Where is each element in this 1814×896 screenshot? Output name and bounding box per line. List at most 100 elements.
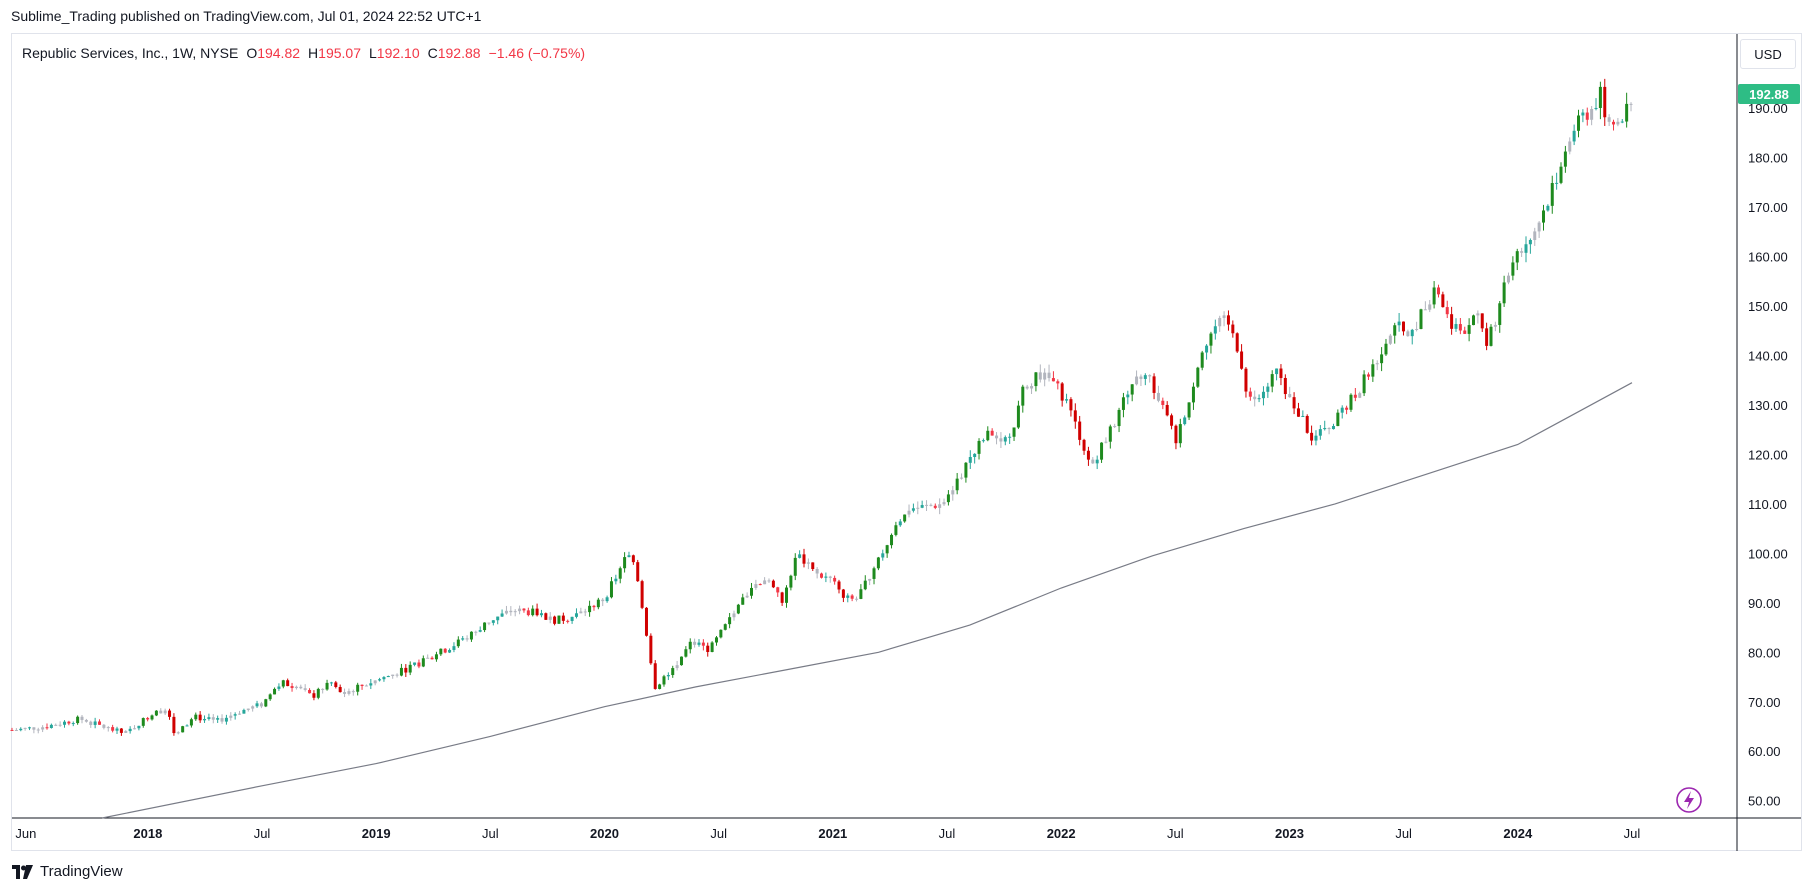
candle-body	[828, 576, 832, 578]
candle-body	[1577, 115, 1581, 131]
candle-body	[640, 581, 644, 608]
candle-body	[1467, 325, 1471, 334]
x-tick-label: Jul	[482, 826, 499, 841]
candle-body	[990, 430, 994, 436]
candle-body	[67, 721, 71, 724]
x-tick-label: 2023	[1275, 826, 1304, 841]
candle-body	[522, 608, 526, 611]
candle-body	[1078, 421, 1082, 440]
candle-body	[115, 728, 119, 731]
candle-body	[566, 620, 570, 622]
candle-body	[308, 689, 312, 694]
candle-body	[684, 649, 688, 657]
candle-body	[933, 505, 937, 508]
candle-body	[299, 686, 303, 689]
candle-body	[1616, 121, 1620, 125]
candle-body	[518, 608, 522, 612]
candle-body	[251, 706, 255, 709]
x-tick-label: Jul	[1624, 826, 1641, 841]
candle-body	[1353, 394, 1357, 398]
published-header: Sublime_Trading published on TradingView…	[11, 8, 482, 24]
candle-body	[1542, 210, 1546, 223]
candle-body	[1388, 335, 1392, 344]
candle-body	[636, 562, 640, 582]
x-tick-label: Jul	[1167, 826, 1184, 841]
candle-body	[154, 710, 158, 716]
y-tick-label: 130.00	[1748, 398, 1788, 413]
candle-body	[846, 595, 850, 598]
candle-body	[557, 615, 561, 624]
candle-body	[763, 580, 767, 585]
candle-body	[802, 554, 806, 564]
candle-body	[1091, 459, 1095, 464]
candle-body	[19, 728, 23, 731]
candle-body	[1051, 378, 1055, 382]
candle-body	[10, 729, 14, 731]
moving-average-layer	[102, 382, 1633, 819]
x-tick-label: 2021	[818, 826, 847, 841]
candle-body	[868, 578, 872, 581]
candle-body	[1226, 315, 1230, 325]
last-price-layer: 192.88	[1738, 83, 1800, 104]
candle-body	[1445, 307, 1449, 315]
candle-body	[1187, 402, 1191, 418]
candle-body	[216, 718, 220, 720]
candle-body	[1415, 328, 1419, 330]
candle-body	[277, 686, 281, 689]
candle-body	[273, 688, 277, 695]
y-tick-label: 90.00	[1748, 596, 1781, 611]
candle-body	[203, 718, 207, 721]
candle-body	[925, 504, 929, 506]
y-tick-label: 150.00	[1748, 299, 1788, 314]
candle-body	[929, 504, 933, 506]
candle-body	[1183, 417, 1187, 425]
candle-body	[1314, 435, 1318, 441]
candle-body	[820, 573, 824, 578]
candle-body	[80, 716, 84, 720]
candle-body	[378, 679, 382, 681]
candle-body	[421, 658, 425, 667]
candle-body	[1178, 424, 1182, 444]
candle-body	[1209, 333, 1213, 346]
candle-body	[45, 727, 49, 729]
candle-body	[242, 709, 246, 714]
currency-button[interactable]: USD	[1740, 39, 1796, 69]
candle-body	[1130, 384, 1134, 395]
candle-body	[1371, 364, 1375, 377]
x-tick-label: Jul	[939, 826, 956, 841]
candle-body	[474, 631, 478, 633]
candle-body	[1253, 396, 1257, 400]
candle-body	[675, 665, 679, 669]
candle-body	[1266, 386, 1270, 392]
candle-body	[395, 674, 399, 676]
x-tick-label: Jul	[710, 826, 727, 841]
candle-body	[1450, 314, 1454, 329]
candle-body	[426, 657, 430, 659]
candle-body	[1366, 374, 1370, 377]
tradingview-footer[interactable]: TradingView	[12, 863, 123, 880]
candle-body	[150, 715, 154, 720]
candle-body	[133, 728, 137, 730]
candle-body	[14, 730, 18, 732]
candle-body	[413, 662, 417, 665]
candle-body	[456, 639, 460, 647]
candle-body	[347, 691, 351, 694]
candle-body	[32, 727, 36, 730]
candle-body	[1310, 432, 1314, 441]
candle-body	[758, 584, 762, 586]
candle-body	[207, 717, 211, 719]
lightning-icon[interactable]	[1676, 787, 1702, 813]
symbol-name[interactable]: Republic Services, Inc., 1W, NYSE	[22, 45, 239, 61]
candle-body	[141, 718, 145, 726]
candle-body	[382, 677, 386, 680]
candle-body	[741, 597, 745, 605]
candle-body	[1021, 386, 1025, 406]
y-tick-label: 170.00	[1748, 200, 1788, 215]
candle-body	[1038, 372, 1042, 380]
candle-body	[220, 718, 224, 722]
x-tick-label: 2018	[133, 826, 162, 841]
candle-body	[894, 525, 898, 535]
x-tick-label: 2020	[590, 826, 619, 841]
candle-body	[1248, 391, 1252, 397]
